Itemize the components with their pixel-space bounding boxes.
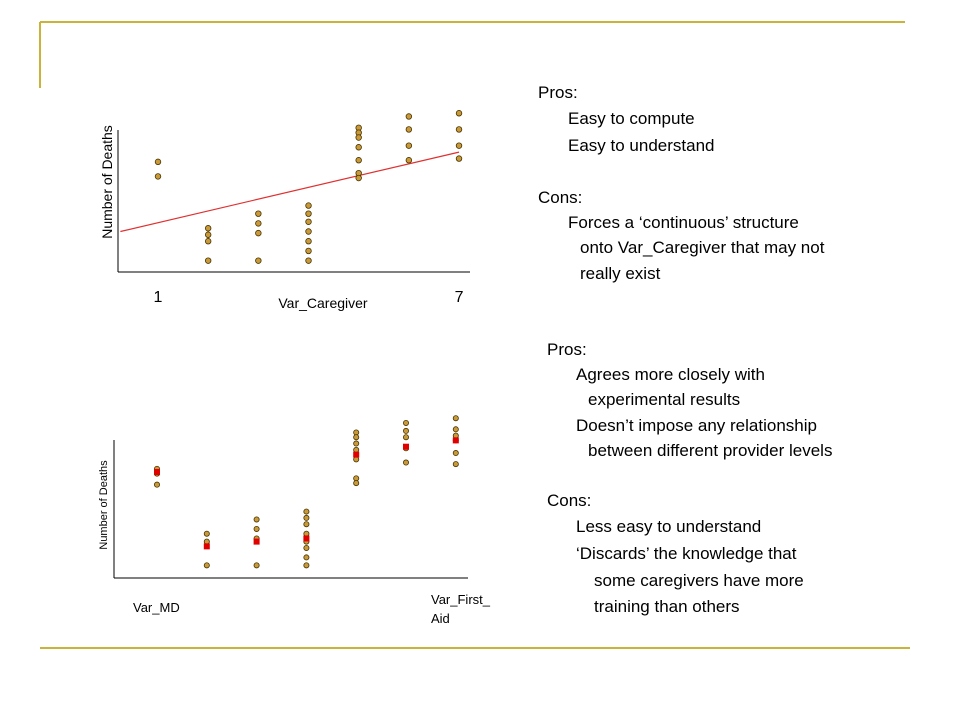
- fit-line: [120, 151, 460, 233]
- data-point: [452, 426, 459, 433]
- data-point: [455, 142, 463, 149]
- data-point: [402, 434, 409, 441]
- data-point: [255, 257, 262, 264]
- mean-marker: [353, 451, 360, 458]
- data-point: [353, 480, 360, 487]
- text-line: Easy to understand: [568, 136, 715, 155]
- data-point: [452, 450, 459, 457]
- data-point: [305, 238, 312, 245]
- data-point: [253, 516, 260, 523]
- data-point: [305, 257, 312, 264]
- data-point: [255, 220, 262, 227]
- data-point: [452, 415, 459, 422]
- x-tick-label: Var_MD: [133, 600, 180, 615]
- data-point: [253, 525, 260, 532]
- data-point: [204, 225, 212, 232]
- mean-marker: [452, 437, 459, 444]
- data-point: [405, 126, 413, 133]
- text-line: Less easy to understand: [576, 517, 762, 536]
- text-line: Agrees more closely with: [576, 365, 765, 384]
- data-point: [305, 228, 312, 235]
- text-line: Pros:: [538, 83, 578, 102]
- mean-marker: [253, 538, 260, 545]
- data-point: [203, 562, 210, 569]
- text-line: some caregivers have more: [594, 571, 804, 590]
- data-point: [154, 173, 162, 180]
- data-point: [402, 427, 409, 434]
- y-axis-label: Number of Deaths: [99, 125, 115, 239]
- text-line: experimental results: [588, 390, 741, 409]
- mean-marker: [403, 443, 409, 450]
- data-point: [455, 155, 463, 162]
- data-point: [303, 508, 310, 515]
- data-point: [253, 562, 260, 569]
- text-line: Cons:: [547, 491, 592, 510]
- text-line: ‘Discards’ the knowledge that: [576, 544, 797, 563]
- data-point: [305, 202, 312, 209]
- data-point: [303, 521, 310, 528]
- data-point: [402, 459, 409, 466]
- data-point: [452, 461, 459, 468]
- mean-marker: [203, 543, 210, 550]
- data-point: [303, 554, 310, 561]
- x-axis-label: Var_Caregiver: [278, 295, 368, 311]
- data-point: [303, 544, 310, 551]
- data-point: [355, 174, 362, 182]
- text-line: really exist: [580, 264, 661, 283]
- data-point: [405, 157, 413, 164]
- data-point: [154, 158, 162, 166]
- text-line: Doesn’t impose any relationship: [576, 416, 817, 435]
- data-point: [305, 247, 312, 255]
- text-line: Pros:: [547, 340, 587, 359]
- data-point: [405, 142, 413, 149]
- data-point: [355, 144, 362, 151]
- text-line: Cons:: [538, 188, 583, 207]
- data-point: [204, 238, 212, 245]
- data-point: [255, 229, 262, 237]
- data-point: [255, 210, 262, 217]
- data-point: [153, 481, 160, 488]
- data-point: [355, 134, 362, 141]
- data-point: [303, 514, 310, 521]
- data-point: [353, 440, 360, 447]
- text-line: Easy to compute: [568, 109, 695, 128]
- x-tick-label: 1: [154, 289, 163, 306]
- data-point: [455, 126, 463, 133]
- text-line: between different provider levels: [588, 441, 833, 460]
- data-point: [203, 530, 210, 537]
- data-point: [455, 110, 463, 117]
- mean-marker: [303, 535, 310, 542]
- data-point: [355, 157, 362, 164]
- x-tick-label: 7: [455, 289, 464, 306]
- text-line: onto Var_Caregiver that may not: [580, 238, 825, 257]
- data-point: [204, 257, 212, 264]
- data-point: [353, 434, 360, 441]
- text-line: training than others: [594, 597, 740, 616]
- data-point: [402, 419, 409, 426]
- data-point: [405, 113, 413, 120]
- data-point: [204, 231, 212, 238]
- data-point: [305, 210, 312, 217]
- data-point: [303, 562, 310, 569]
- x-tick-label: Var_First_ Aid: [431, 592, 490, 626]
- data-point: [305, 218, 312, 225]
- text-line: Forces a ‘continuous’ structure: [568, 213, 799, 232]
- mean-marker: [154, 469, 160, 476]
- y-axis-label: Number of Deaths: [98, 460, 110, 550]
